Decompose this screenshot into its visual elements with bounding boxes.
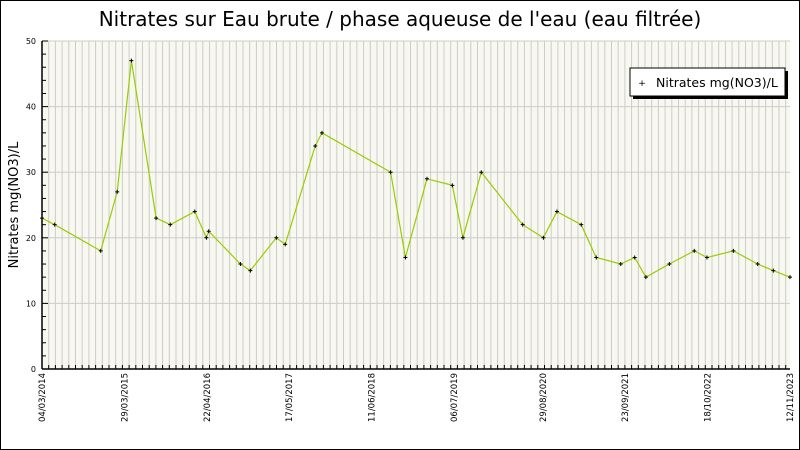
axes — [41, 40, 790, 370]
data-point — [40, 216, 44, 221]
data-point — [632, 255, 637, 260]
legend: + Nitrates mg(NO3)/L — [629, 67, 788, 99]
data-point — [403, 255, 408, 260]
data-point — [206, 229, 211, 234]
data-point — [788, 275, 792, 280]
data-point — [204, 235, 209, 240]
data-point — [541, 235, 546, 240]
x-tick-label: 29/08/2020 — [539, 373, 549, 422]
x-tick-label: 18/10/2022 — [704, 373, 714, 422]
chart-title: Nitrates sur Eau brute / phase aqueuse d… — [99, 7, 702, 31]
x-tick-label: 12/11/2023 — [786, 373, 796, 422]
x-tick-label: 06/07/2019 — [450, 373, 460, 422]
data-point — [771, 268, 776, 273]
horizontal-grid — [42, 40, 790, 304]
data-point — [692, 248, 697, 253]
data-point — [248, 268, 253, 273]
x-tick-label: 29/03/2015 — [120, 373, 130, 422]
data-point — [643, 275, 648, 280]
legend-marker-icon: + — [638, 79, 646, 89]
data-point — [154, 216, 159, 221]
data-point — [554, 209, 559, 214]
data-point — [594, 255, 599, 260]
data-point — [667, 262, 672, 267]
data-point — [520, 222, 525, 227]
y-tick-label: 30 — [26, 168, 36, 177]
y-tick-label: 0 — [31, 365, 36, 374]
x-tick-label: 11/06/2018 — [368, 373, 378, 422]
y-tick-label: 40 — [26, 103, 36, 112]
data-point — [283, 242, 288, 247]
data-point — [115, 189, 120, 194]
data-point — [579, 222, 584, 227]
data-point — [192, 209, 197, 214]
data-point — [618, 262, 623, 267]
y-tick-label: 20 — [26, 234, 36, 243]
data-point — [731, 248, 736, 253]
data-point — [238, 262, 243, 267]
x-tick-label: 04/03/2014 — [38, 373, 48, 422]
data-point — [98, 248, 103, 253]
y-tick-label: 50 — [26, 37, 36, 46]
data-point — [313, 143, 318, 148]
data-point — [274, 235, 279, 240]
legend-box — [629, 67, 786, 97]
x-tick-labels: 04/03/2014 29/03/2015 22/04/2016 17/05/2017… — [38, 373, 796, 422]
data-point — [479, 170, 484, 175]
data-point — [704, 255, 709, 260]
data-point — [424, 176, 429, 181]
data-point — [755, 262, 760, 267]
data-point — [388, 170, 393, 175]
x-tick-label: 23/09/2021 — [621, 373, 631, 422]
legend-entry: Nitrates mg(NO3)/L — [656, 75, 778, 90]
x-tick-label: 17/05/2017 — [285, 373, 295, 422]
data-point — [52, 222, 57, 227]
data-point — [450, 183, 455, 188]
data-point — [460, 235, 465, 240]
y-axis-label: Nitrates mg(NO3)/L — [7, 141, 22, 268]
x-tick-label: 22/04/2016 — [203, 373, 213, 422]
data-point — [129, 58, 134, 63]
series — [40, 58, 792, 280]
data-point — [319, 130, 324, 135]
y-tick-label: 10 — [26, 299, 36, 308]
data-point — [168, 222, 173, 227]
y-tick-labels: 0 10 20 30 40 50 — [26, 37, 36, 374]
